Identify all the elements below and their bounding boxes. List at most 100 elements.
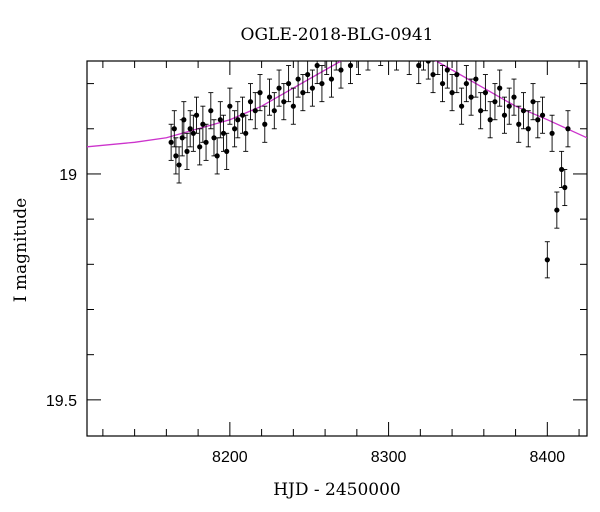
- point-marker: [378, 45, 383, 50]
- point-marker: [173, 153, 179, 159]
- data-point: [439, 65, 446, 103]
- x-tick-label: 8200: [212, 449, 248, 466]
- point-marker: [530, 99, 536, 105]
- point-marker: [224, 148, 230, 154]
- point-marker: [482, 90, 489, 96]
- data-point: [193, 96, 200, 134]
- data-point: [565, 110, 571, 148]
- data-point: [487, 101, 493, 139]
- point-marker: [281, 99, 287, 105]
- data-point: [271, 92, 277, 130]
- data-point: [290, 87, 296, 125]
- point-marker: [549, 130, 555, 136]
- point-marker: [235, 117, 241, 123]
- point-marker: [290, 103, 296, 109]
- point-marker: [544, 257, 550, 263]
- point-marker: [276, 85, 282, 91]
- x-axis-label: HJD - 2450000: [273, 480, 401, 500]
- data-point: [281, 83, 287, 121]
- point-marker: [200, 121, 206, 127]
- point-marker: [394, 49, 399, 54]
- data-point: [173, 137, 179, 175]
- data-point: [435, 54, 441, 76]
- point-marker: [203, 139, 209, 145]
- data-point: [365, 49, 371, 71]
- point-marker: [425, 61, 431, 64]
- data-point: [176, 146, 182, 184]
- data-point: [319, 65, 325, 103]
- point-marker: [338, 67, 344, 73]
- point-marker: [365, 49, 370, 54]
- data-point: [305, 61, 311, 94]
- data-point: [247, 83, 254, 121]
- data-point: [227, 87, 233, 125]
- point-marker: [171, 126, 177, 132]
- point-marker: [459, 103, 465, 109]
- point-marker: [444, 67, 450, 73]
- point-marker: [435, 54, 440, 59]
- data-point: [549, 114, 555, 152]
- data-point: [239, 96, 246, 134]
- data-point: [208, 92, 214, 130]
- point-marker: [187, 126, 193, 132]
- point-marker: [511, 94, 517, 100]
- data-point: [197, 128, 203, 166]
- point-marker: [487, 117, 493, 123]
- data-point: [394, 49, 400, 71]
- data-point: [511, 78, 517, 116]
- data-point: [506, 87, 512, 125]
- point-marker: [516, 121, 522, 127]
- point-marker: [449, 90, 455, 96]
- point-marker: [535, 117, 541, 123]
- data-point: [328, 61, 335, 98]
- data-point: [203, 123, 209, 161]
- data-point: [406, 61, 412, 76]
- data-point: [262, 105, 268, 143]
- point-marker: [473, 76, 479, 82]
- point-marker: [197, 144, 203, 150]
- point-marker: [247, 99, 254, 105]
- point-marker: [220, 130, 227, 136]
- data-point: [530, 83, 536, 121]
- point-marker: [478, 108, 484, 114]
- data-point: [444, 61, 450, 89]
- data-point: [482, 74, 489, 112]
- data-point: [232, 110, 238, 148]
- data-point: [559, 150, 565, 188]
- data-point: [252, 92, 258, 130]
- point-marker: [211, 135, 217, 141]
- data-point: [562, 168, 568, 207]
- point-marker: [501, 112, 508, 118]
- data-point: [454, 61, 460, 94]
- point-marker: [562, 184, 568, 191]
- y-tick-label: 19.5: [46, 393, 77, 410]
- point-marker: [309, 85, 315, 91]
- point-marker: [193, 112, 200, 118]
- point-marker: [565, 126, 571, 132]
- data-point: [525, 110, 531, 148]
- point-marker: [520, 108, 527, 114]
- chart-title: OGLE-2018-BLG-0941: [241, 25, 434, 45]
- point-marker: [232, 126, 238, 132]
- y-axis-label: I magnitude: [11, 198, 31, 302]
- data-point: [473, 61, 479, 98]
- data-point: [285, 65, 292, 103]
- data-point: [421, 61, 427, 71]
- data-point: [425, 61, 431, 80]
- data-point: [211, 119, 217, 157]
- point-marker: [539, 112, 546, 118]
- point-marker: [373, 18, 378, 23]
- point-marker: [285, 80, 292, 87]
- point-marker: [300, 90, 306, 96]
- point-marker: [239, 112, 246, 118]
- point-marker: [324, 54, 329, 59]
- point-marker: [430, 71, 436, 78]
- point-marker: [492, 99, 498, 105]
- point-marker: [262, 121, 268, 127]
- data-point: [544, 241, 550, 279]
- data-point: [324, 54, 330, 76]
- data-point: [243, 114, 249, 152]
- y-tick-label: 19: [59, 167, 77, 184]
- data-point: [554, 191, 560, 229]
